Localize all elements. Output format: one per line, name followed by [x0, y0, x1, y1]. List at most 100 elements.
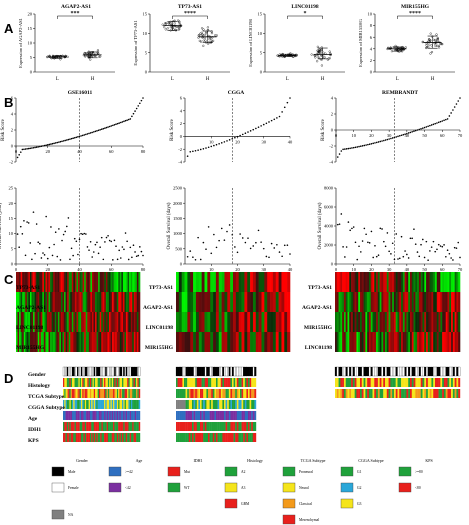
d-annot-cell	[230, 389, 233, 398]
c-heat-cell	[130, 292, 133, 312]
legend-swatch	[167, 466, 181, 477]
d-annot-cell	[104, 378, 106, 387]
d-annot-cell	[436, 389, 439, 398]
c-heat-cell	[381, 292, 384, 312]
c-heat-cell	[118, 332, 121, 352]
d-annot-cell	[244, 411, 247, 420]
d-annot-cell	[404, 378, 407, 387]
c-heat-cell	[48, 332, 51, 352]
d-annot-cell	[203, 411, 205, 420]
b1-surv-point	[27, 222, 30, 224]
c-heat-cell	[406, 312, 409, 332]
c-heat-cell	[20, 292, 23, 312]
b3-surv-point	[411, 237, 413, 240]
c-heat-cell	[238, 332, 242, 352]
a4-xtick-label: L	[396, 77, 399, 82]
d-annot-cell	[440, 389, 443, 398]
a4-point	[437, 46, 441, 49]
c-heat-cell	[115, 272, 118, 292]
d-annot-cell	[204, 378, 207, 387]
d-annot-cell	[138, 389, 141, 398]
b3-surv-point	[455, 247, 458, 249]
c-heat-cell	[250, 292, 254, 312]
d-annot-cell	[447, 378, 450, 387]
b2-bot-ylabel: Overall Survival (days)	[167, 202, 172, 249]
d-annot-cell	[219, 422, 221, 431]
c-heat-cell	[230, 332, 234, 352]
d-annot-cell	[363, 389, 366, 398]
c-heat-cell	[281, 332, 285, 352]
c-heat-cell	[16, 292, 18, 312]
d-annot-cell	[429, 378, 432, 387]
c-heat-cell	[101, 292, 104, 312]
d-annot-cell	[246, 422, 249, 431]
c-heat-cell	[365, 292, 368, 312]
b1-surv-point	[32, 211, 35, 213]
d-annot-cell	[129, 433, 132, 442]
d-annot-cell	[251, 411, 253, 420]
c-heat-cell	[338, 312, 341, 332]
c-left-row-1: TP73-AS1	[16, 285, 40, 291]
b3-surv-point	[352, 226, 355, 228]
c-heat-cell	[34, 332, 37, 352]
c-heat-cell	[267, 332, 271, 352]
c-heat-cell	[377, 272, 380, 292]
d-annot-cell	[92, 378, 94, 387]
c-heat-cell	[81, 272, 83, 292]
b3-risk-point	[374, 142, 376, 144]
d-annot-cell	[451, 389, 454, 398]
d-annot-cell	[393, 378, 396, 387]
d-annot-cell	[420, 389, 423, 398]
d-annot-cell	[129, 400, 132, 409]
c-heat-cell	[417, 292, 420, 312]
b2-risk-point	[210, 145, 213, 148]
b1-surv-point	[16, 233, 19, 235]
c-heat-cell	[354, 312, 357, 332]
d-annot-cell	[187, 433, 189, 442]
d-annot-cell	[184, 433, 186, 442]
c-heat-cell	[50, 272, 52, 292]
d-annot-cell	[92, 389, 94, 398]
d-annot-cell	[228, 433, 231, 442]
d-annot-cell	[78, 433, 80, 442]
a4-ytick-label: 10	[368, 12, 373, 17]
d-annot-cell	[71, 422, 74, 431]
d-annot-cell	[77, 389, 79, 398]
c-heat-cell	[267, 292, 271, 312]
d-annot-cell	[224, 411, 226, 420]
c-heat-cell	[227, 292, 231, 312]
d-annot-cell	[365, 389, 368, 398]
d-annot-cell	[236, 422, 239, 431]
c-heat-cell	[60, 332, 63, 352]
d-annot-cell	[420, 378, 423, 387]
legend: Gender Age IDH1 Histology TCGA Subtype CGGA S…	[51, 458, 433, 525]
b3-surv-point	[345, 246, 348, 248]
c-heat-cell	[356, 292, 359, 312]
b2-bot-ytick-label: 500	[175, 246, 183, 251]
b3-top-xtick-label: 60	[440, 133, 445, 138]
d-annot-cell	[80, 433, 83, 442]
c-heat-cell	[451, 312, 454, 332]
d-annot-cell	[101, 389, 103, 398]
b1-risk-point	[24, 148, 27, 150]
b2-top-ytick-label: -2	[178, 147, 182, 152]
c-heat-cell	[275, 312, 279, 332]
c-heat-cell	[379, 272, 382, 292]
d-annot-cell	[123, 389, 125, 398]
c-heat-cell	[410, 332, 413, 352]
c-heat-cell	[76, 292, 79, 312]
b3-bot-xtick-label: 30	[387, 267, 392, 272]
c-right-row-3: MIR155HG	[304, 325, 333, 331]
d-annot-cell	[192, 378, 194, 387]
a4-title: MIR155HG	[401, 4, 430, 10]
a4-point	[429, 52, 432, 55]
c-heat-cell	[54, 292, 57, 312]
c-heat-cell	[184, 272, 188, 292]
legend-label: <42	[125, 486, 131, 490]
legend-label: G1	[357, 470, 362, 474]
b2-risk-point	[231, 137, 234, 140]
c-heat-cell	[43, 272, 46, 292]
b1-surv-point	[40, 257, 43, 259]
b1-bot-xtick-label: 40	[77, 267, 82, 272]
c-heat-cell	[124, 292, 127, 312]
